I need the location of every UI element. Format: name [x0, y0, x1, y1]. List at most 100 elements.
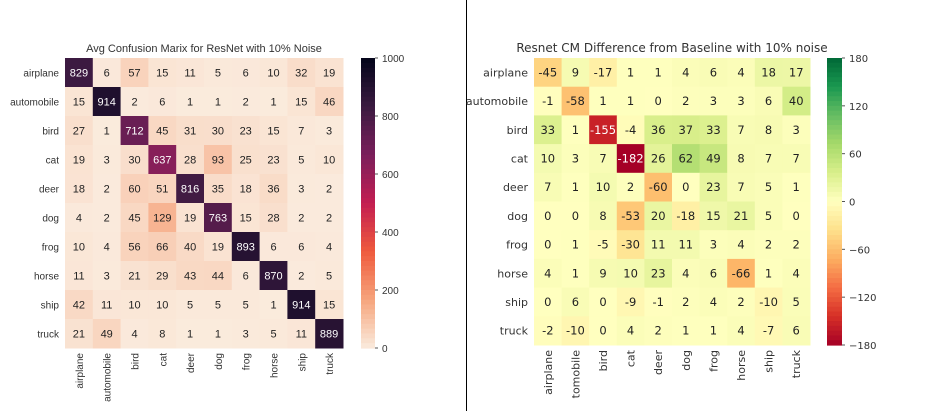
row-tick-label: deer	[503, 181, 529, 194]
heatmap-cell	[727, 58, 756, 88]
colorbar-segment	[361, 251, 375, 257]
cell-value-label: 3	[737, 94, 744, 108]
cell-value-label: 18	[761, 65, 776, 79]
colorbar-segment	[827, 101, 842, 107]
heatmap-cell	[534, 172, 563, 202]
cell-value-label: 6	[793, 324, 800, 338]
colorbar-segment	[361, 299, 375, 306]
colorbar-segment	[827, 301, 842, 308]
heatmap-cell	[727, 230, 756, 260]
colorbar-segment	[361, 328, 375, 335]
cell-value-label: -7	[763, 324, 774, 338]
cell-value-label: 37	[678, 123, 693, 137]
heatmap-cell	[120, 116, 149, 146]
heatmap-cell	[782, 258, 811, 289]
row-tick-label: bird	[507, 124, 528, 137]
cell-value-label: 11	[296, 329, 307, 341]
cell-value-label: 15	[240, 213, 252, 225]
chart-title: Avg Confusion Marix for ResNet with 10% …	[86, 43, 322, 55]
cell-value-label: 11	[184, 68, 195, 80]
colorbar-segment	[361, 154, 375, 161]
col-tick-label: horse	[270, 353, 281, 378]
cell-value-label: 23	[240, 126, 252, 138]
colorbar-segment	[827, 148, 842, 155]
heatmap-cell	[176, 261, 205, 291]
cell-value-label: 1	[682, 324, 689, 338]
cell-value-label: -60	[649, 180, 668, 194]
row-tick-label: truck	[37, 330, 60, 341]
cell-value-label: 712	[125, 126, 143, 138]
cell-value-label: 6	[298, 242, 304, 254]
cell-value-label: 6	[243, 271, 249, 283]
heatmap-cell	[120, 145, 149, 175]
cell-value-label: 15	[156, 68, 168, 80]
cell-value-label: 3	[710, 238, 717, 252]
colorbar-segment	[361, 72, 375, 78]
heatmap-cell	[754, 144, 783, 174]
heatmap-cell	[534, 86, 563, 116]
row-tick-label: airplane	[483, 66, 528, 79]
cell-value-label: 10	[623, 266, 638, 280]
heatmap-cell	[589, 58, 618, 88]
colorbar-segment	[361, 275, 375, 281]
cell-value-label: 10	[267, 68, 279, 80]
colorbar-segment	[361, 241, 375, 248]
heatmap-cell	[259, 290, 288, 320]
heatmap-cell	[204, 261, 233, 291]
col-tick-label: ship	[297, 353, 308, 372]
heatmap-cell	[287, 261, 316, 291]
heatmap-cell	[672, 58, 701, 88]
heatmap-cell	[148, 203, 177, 233]
cell-value-label: -9	[625, 295, 636, 309]
chart-title: Resnet CM Difference from Baseline with …	[516, 41, 827, 55]
cell-value-label: -5	[597, 238, 608, 252]
heatmap-cell	[616, 287, 645, 317]
cell-value-label: 2	[326, 184, 332, 196]
heatmap-cell	[120, 87, 149, 117]
col-tick-label: frog	[707, 350, 720, 372]
cell-value-label: 15	[73, 97, 85, 109]
heatmap-cell	[782, 115, 811, 145]
cell-value-label: -18	[676, 209, 695, 223]
heatmap-cell	[287, 290, 316, 320]
heatmap-cell	[65, 87, 94, 117]
heatmap-cell	[699, 258, 728, 289]
row-tick-label: airplane	[23, 69, 59, 80]
col-tick-label: cat	[158, 353, 169, 367]
cell-value-label: 4	[326, 242, 332, 254]
colorbar-segment	[827, 177, 842, 183]
cell-value-label: 2	[655, 324, 662, 338]
cell-value-label: -45	[538, 65, 557, 79]
colorbar-segment	[827, 211, 842, 217]
heatmap-cell	[589, 115, 618, 145]
row-tick-label: automobile	[466, 95, 528, 108]
heatmap-cell	[699, 58, 728, 88]
cell-value-label: 2	[326, 213, 332, 225]
heatmap-cell	[231, 203, 261, 233]
cell-value-label: 2	[682, 295, 689, 309]
heatmap-cell	[589, 230, 618, 260]
cell-value-label: 19	[212, 242, 224, 254]
colorbar-segment	[361, 304, 375, 310]
cell-value-label: 2	[627, 180, 634, 194]
heatmap-cell	[287, 87, 316, 117]
colorbar-segment	[361, 314, 375, 320]
heatmap-cell	[287, 203, 316, 233]
heatmap-cell	[534, 201, 563, 231]
cell-value-label: 0	[572, 209, 579, 223]
colorbar-segment	[361, 227, 375, 233]
heatmap-cell	[644, 316, 673, 346]
heatmap-cell	[204, 174, 233, 204]
cell-value-label: 1	[572, 266, 579, 280]
cell-value-label: 7	[599, 151, 606, 165]
heatmap-cell	[92, 261, 122, 291]
panel-divider	[466, 0, 467, 411]
cell-value-label: -10	[566, 324, 585, 338]
colorbar-segment	[827, 282, 842, 289]
heatmap-cell	[176, 319, 205, 349]
cell-value-label: 3	[104, 271, 110, 283]
row-tick-label: frog	[42, 243, 59, 254]
colorbar-segment	[827, 86, 842, 93]
heatmap-cell	[644, 287, 673, 317]
row-tick-label: deer	[39, 185, 60, 196]
